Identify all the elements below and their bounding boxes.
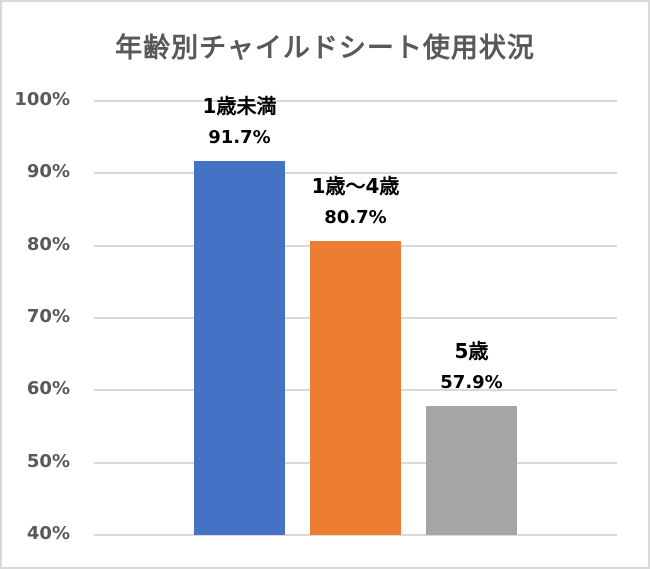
chart-title: 年齢別チャイルドシート使用状況 bbox=[115, 33, 535, 64]
y-axis-tick-label: 40% bbox=[26, 523, 70, 544]
bar bbox=[310, 240, 401, 535]
y-axis-tick-label: 100% bbox=[14, 89, 70, 110]
gridline bbox=[94, 100, 617, 102]
y-axis-tick-label: 70% bbox=[26, 306, 70, 327]
bar bbox=[426, 405, 517, 535]
category-label: 1歳～4歳 bbox=[311, 173, 400, 198]
y-axis-tick-label: 80% bbox=[26, 233, 70, 255]
gridline bbox=[94, 172, 617, 175]
category-label: 1歳未満 bbox=[202, 94, 277, 119]
data-label: 5歳 57.9% bbox=[396, 338, 547, 396]
data-label: 1歳未満 91.7% bbox=[164, 93, 315, 151]
category-label: 5歳 bbox=[454, 338, 489, 363]
bar bbox=[194, 161, 285, 535]
data-label: 1歳～4歳 80.7% bbox=[280, 173, 431, 231]
y-axis-tick-label: 90% bbox=[26, 161, 70, 183]
gridline bbox=[94, 534, 617, 536]
value-label: 80.7% bbox=[324, 206, 387, 228]
y-axis-tick-label: 50% bbox=[26, 450, 70, 472]
y-axis-tick-label: 60% bbox=[26, 378, 70, 400]
value-label: 57.9% bbox=[440, 371, 503, 393]
value-label: 91.7% bbox=[208, 127, 271, 149]
